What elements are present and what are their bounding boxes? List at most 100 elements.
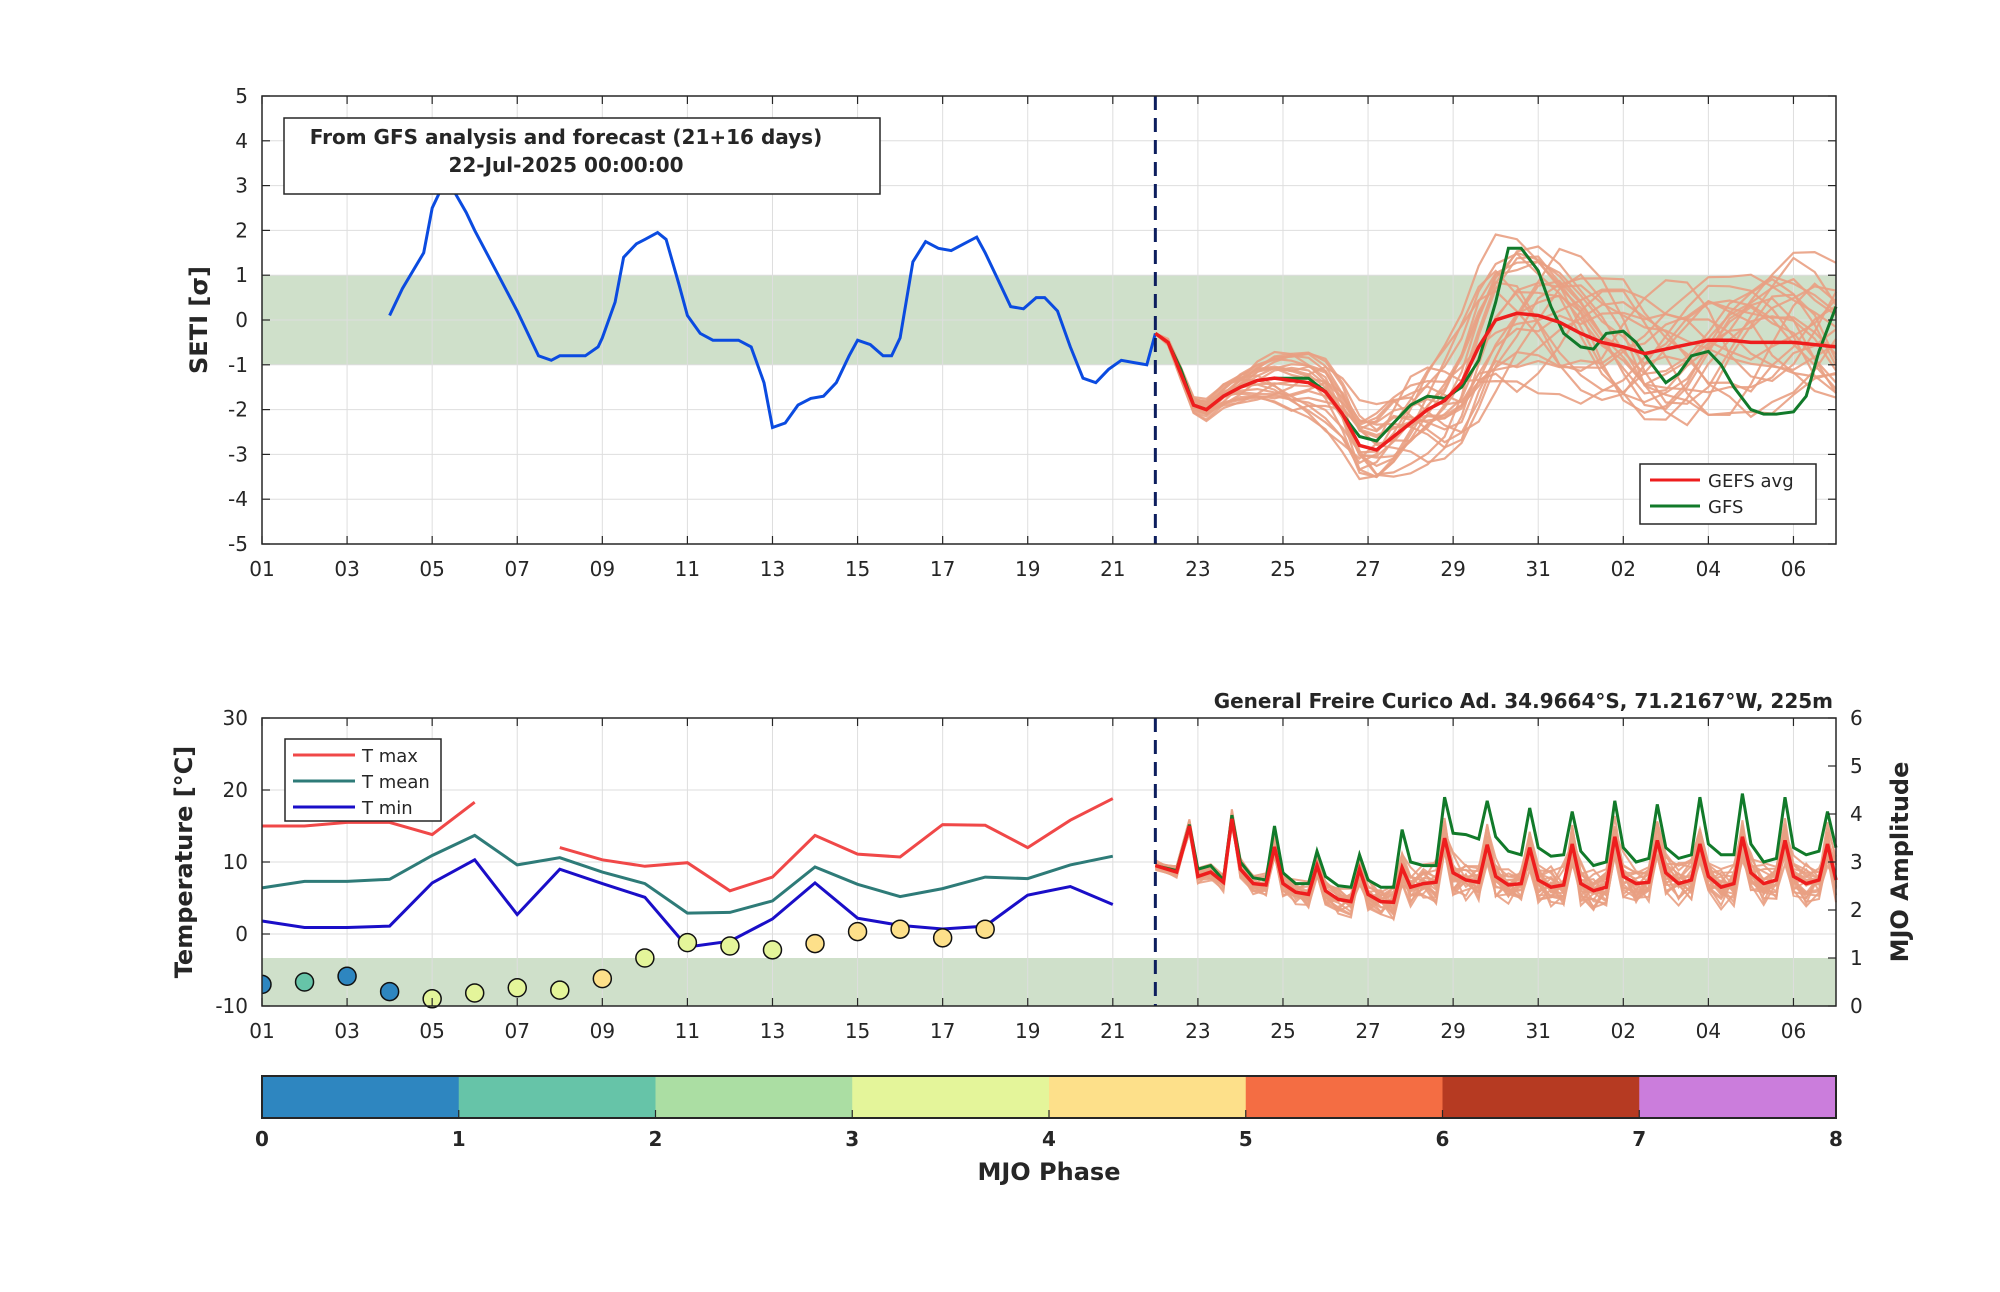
legend-tmax-label: T max [361,746,418,767]
colorbar-tick-label: 8 [1829,1127,1843,1151]
seti-ylabel: SETI [σ] [185,266,213,374]
temperature-xtick-label: 07 [505,1019,530,1043]
temperature-xtick-label: 04 [1696,1019,1721,1043]
temperature-xtick-label: 01 [249,1019,274,1043]
temperature-xtick-label: 19 [1015,1019,1040,1043]
colorbar-tick-label: 5 [1239,1127,1253,1151]
mjo-point [262,974,272,995]
temperature-gfs-line [1155,793,1838,889]
seti-gefs-member-line [1154,290,1837,478]
seti-annotation-line2: 22-Jul-2025 00:00:00 [448,153,683,177]
seti-xtick-label: 17 [930,557,955,581]
seti-xtick-label: 13 [760,557,785,581]
colorbar-tick-label: 4 [1042,1127,1056,1151]
temperature-xtick-label: 13 [760,1019,785,1043]
seti-xtick-label: 27 [1355,557,1380,581]
temperature-xtick-label: 02 [1611,1019,1636,1043]
temperature-xtick-label: 06 [1781,1019,1806,1043]
mjo-phase-colorbar: 0 1 2 3 4 5 6 7 8 MJO Phase [255,1075,1843,1186]
seti-ytick-label: -4 [228,487,248,511]
mjo-point [847,921,868,942]
seti-xtick-label: 19 [1015,557,1040,581]
mjo-point [890,919,910,939]
seti-xtick-label: 09 [590,557,615,581]
legend-gefs-avg-label: GEFS avg [1708,471,1794,492]
legend-tmean-label: T mean [361,772,430,793]
seti-gefs-member-line [1154,260,1837,458]
mjo-point [677,932,698,953]
temperature-xtick-label: 29 [1440,1019,1465,1043]
seti-ytick-label: 2 [235,218,248,242]
seti-ytick-label: 5 [235,84,248,108]
mjo-ytick-label: 1 [1850,946,1863,970]
seti-xtick-label: 02 [1611,557,1636,581]
seti-xtick-label: 01 [249,557,274,581]
colorbar-cell-3 [852,1076,1050,1118]
mjo-point [294,972,315,992]
mjo-point [379,981,400,1002]
seti-gefs-avg-line [1154,311,1837,452]
colorbar-tick-label: 3 [845,1127,859,1151]
mjo-point [550,980,570,1000]
colorbar-cells [262,1076,1837,1118]
seti-xtick-label: 05 [419,557,444,581]
colorbar-cell-5 [1245,1076,1443,1118]
temperature-xtick-label: 17 [930,1019,955,1043]
seti-xtick-label: 03 [334,557,359,581]
seti-ytick-label: -2 [228,398,248,422]
seti-xtick-label: 29 [1440,557,1465,581]
seti-xtick-label: 11 [675,557,700,581]
mjo-ytick-label: 4 [1850,802,1863,826]
mjo-point [635,948,655,968]
temperature-ytick-label: 0 [235,922,248,946]
temperature-ytick-label: 10 [223,850,248,874]
seti-annotation-box: From GFS analysis and forecast (21+16 da… [283,117,881,195]
seti-annotation-line1: From GFS analysis and forecast (21+16 da… [310,125,822,149]
temperature-ytick-label: 30 [223,706,248,730]
temperature-title: General Freire Curico Ad. 34.9664°S, 71.… [1214,689,1833,713]
seti-legend: GEFS avg GFS [1639,463,1817,525]
seti-ytick-label: 3 [235,174,248,198]
mjo-point [932,928,953,948]
colorbar-cell-1 [458,1076,656,1118]
colorbar-cell-4 [1049,1076,1247,1118]
colorbar-cell-7 [1639,1076,1837,1118]
seti-panel: 01 03 05 07 09 11 13 15 17 19 21 23 25 27 29 31 02 04 0654… [185,84,1838,581]
temperature-xtick-label: 09 [590,1019,615,1043]
seti-ticks: 01 03 05 07 09 11 13 15 17 19 21 23 25 27 29 31 02 04 0654… [228,84,1836,581]
colorbar-tick-label: 6 [1436,1127,1450,1151]
temperature-gefs-avg-line [1154,818,1838,905]
mjo-weak-band [262,958,1836,1006]
mjo-point [762,940,783,960]
temperature-ylabel: Temperature [°C] [170,746,198,979]
seti-ytick-label: 4 [235,129,248,153]
tmax-line [262,801,476,837]
seti-ytick-label: -5 [228,532,248,556]
temperature-ytick-label: 20 [223,778,248,802]
legend-tmin-label: T min [361,798,413,819]
seti-gefs-member-line [1154,269,1837,479]
colorbar-tick-label: 1 [452,1127,466,1151]
seti-ytick-label: 1 [235,263,248,287]
mjo-point [464,983,485,1003]
seti-xtick-label: 21 [1100,557,1125,581]
temperature-xtick-label: 27 [1355,1019,1380,1043]
temperature-xtick-label: 21 [1100,1019,1125,1043]
legend-gfs-label: GFS [1708,497,1743,518]
temperature-gefs-members [1154,809,1837,922]
mjo-point [805,933,825,954]
mjo-points [262,919,995,1009]
seti-analysis-line [388,178,1157,430]
mjo-point [720,936,740,956]
colorbar-tick-label: 7 [1632,1127,1646,1151]
temperature-xtick-label: 31 [1525,1019,1550,1043]
mjo-point [592,968,613,989]
tmax-line [559,797,1114,893]
seti-xtick-label: 07 [505,557,530,581]
seti-xtick-label: 25 [1270,557,1295,581]
mjo-ytick-label: 3 [1850,850,1863,874]
seti-xtick-label: 06 [1781,557,1806,581]
colorbar-cell-0 [262,1076,460,1118]
temperature-xtick-label: 05 [419,1019,444,1043]
